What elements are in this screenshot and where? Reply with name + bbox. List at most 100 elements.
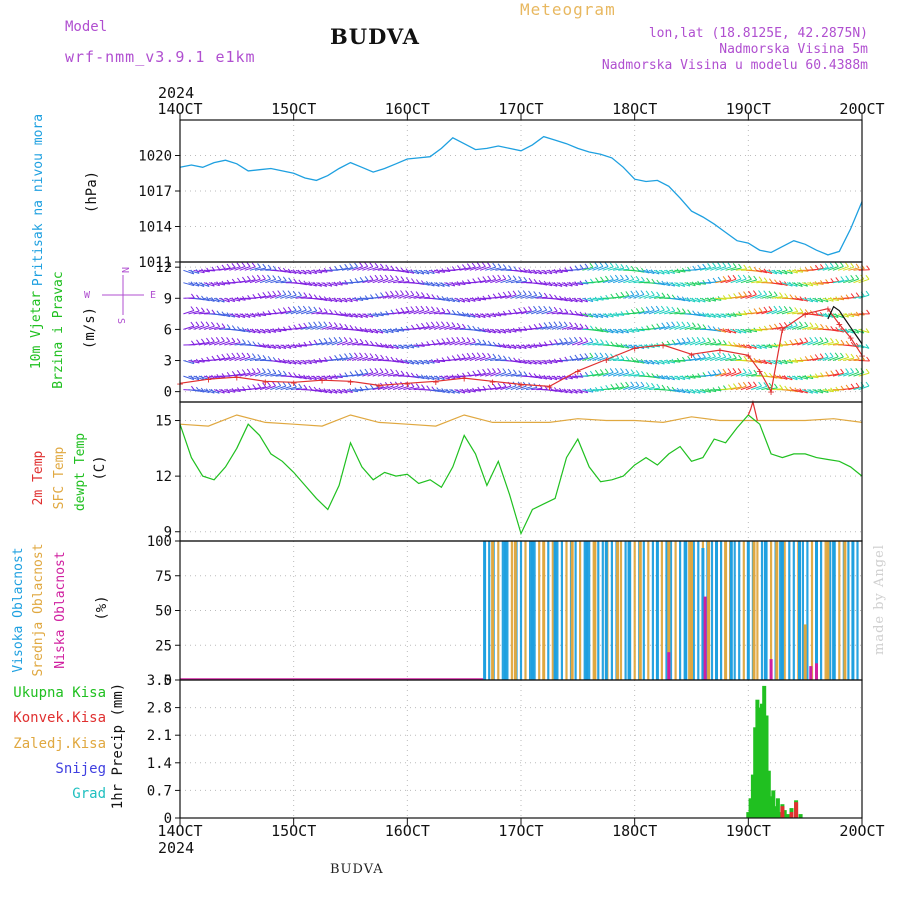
wind-barb <box>745 279 757 284</box>
wind-barb <box>735 372 747 377</box>
wind-barb <box>561 325 573 330</box>
wind-barb-flag <box>614 367 619 373</box>
wind-barb <box>832 372 844 377</box>
cloud-high-bar <box>553 541 557 680</box>
time-tick-label-top: 18OCT <box>612 100 657 118</box>
wind-barb <box>336 282 348 285</box>
wind-barb-flag <box>707 325 712 330</box>
wind-barb <box>766 309 778 315</box>
wind-barb-flag <box>538 384 543 389</box>
wind-barb <box>224 356 235 361</box>
wind-barb <box>817 356 829 361</box>
wind-barb <box>490 267 502 271</box>
wind-barb <box>311 269 323 274</box>
wind-barb-flag <box>246 262 251 267</box>
wind-barb <box>239 279 251 284</box>
wind-barb <box>710 356 721 361</box>
wind-barb <box>316 389 328 394</box>
cloud-low-bar <box>703 596 707 680</box>
wind-barb <box>858 372 870 377</box>
wind-barb <box>280 360 292 365</box>
wind-barb <box>827 328 839 332</box>
wind-barb <box>213 389 225 394</box>
wind-barb <box>577 267 589 271</box>
wind-barb-flag <box>328 321 333 327</box>
wind-barb <box>259 385 271 391</box>
wind-barb-flag <box>538 323 543 328</box>
wind-barb <box>536 375 548 380</box>
wind-barb <box>198 282 210 287</box>
wind-barb-flag <box>676 307 681 313</box>
wind-barb-flag <box>574 336 578 342</box>
wind-barb <box>510 360 522 364</box>
wind-barb-flag <box>385 291 389 297</box>
wind-barb <box>239 328 251 333</box>
wind-speed-marker: + <box>779 323 786 336</box>
wind-barb <box>551 297 563 301</box>
wind-barb <box>791 282 803 287</box>
wind-barb-flag <box>231 370 236 376</box>
wind-barb <box>203 389 215 394</box>
wind-barb <box>802 375 814 380</box>
wind-barb <box>561 282 573 287</box>
wind-barb <box>270 385 281 391</box>
wind-barb <box>265 328 276 333</box>
wind-barb <box>485 371 496 377</box>
wind-barb <box>592 372 604 377</box>
wind-barb-flag <box>343 336 348 342</box>
wind-barb-flag <box>420 305 425 311</box>
wind-barb <box>331 297 343 303</box>
wind-barb-flag <box>256 274 261 280</box>
wind-barb <box>771 309 783 315</box>
wind-barb <box>254 295 266 299</box>
wind-barb <box>280 310 292 315</box>
wind-barb <box>387 344 399 350</box>
wind-barb <box>756 344 767 349</box>
wind-barb-flag <box>267 355 272 361</box>
wind-barb <box>377 278 389 284</box>
wind-barb <box>766 360 778 365</box>
wind-barb <box>449 340 460 346</box>
wind-barb-flag <box>221 264 226 270</box>
wind-barb <box>454 297 465 303</box>
wind-barb <box>822 313 834 318</box>
wind-barb <box>740 294 752 299</box>
wind-barb <box>311 282 322 287</box>
wind-barb-flag <box>779 322 783 328</box>
wind-barb-flag <box>389 274 394 280</box>
wind-barb <box>607 358 619 361</box>
wind-barb <box>623 373 635 377</box>
wind-barb <box>193 389 205 393</box>
wind-barb-flag <box>753 369 758 375</box>
wind-barb <box>699 313 711 318</box>
wind-barb <box>403 386 415 391</box>
wind-barb <box>249 313 261 317</box>
rain-total-bar <box>798 814 803 818</box>
wind-barb <box>531 344 543 348</box>
wind-barb-flag <box>630 265 635 271</box>
wind-barb <box>433 297 445 301</box>
wind-barb <box>684 297 696 303</box>
wind-barb <box>837 313 849 318</box>
wind-barb <box>439 341 450 346</box>
wind-barb <box>572 375 584 378</box>
wind-barb <box>449 282 461 286</box>
wind-barb-flag <box>313 306 318 312</box>
wind-barb-flag <box>727 368 732 373</box>
wind-barb-flag <box>650 305 655 311</box>
wind-barb <box>633 344 645 350</box>
wind-barb-flag <box>292 306 297 311</box>
wind-barb <box>566 389 578 394</box>
wind-barb-flag <box>364 368 369 374</box>
wind-barb-flag <box>850 383 855 389</box>
wind-barb-flag <box>865 381 870 387</box>
wind-barb <box>556 325 568 330</box>
wind-barb <box>219 297 230 303</box>
wind-barb <box>469 356 481 361</box>
wind-barb-flag <box>748 275 752 280</box>
wind-barb-flag <box>528 306 532 311</box>
wind-barb <box>791 341 803 346</box>
wind-barb-flag <box>242 339 246 344</box>
wind-barb <box>428 375 440 381</box>
wind-barb-flag <box>481 262 486 267</box>
